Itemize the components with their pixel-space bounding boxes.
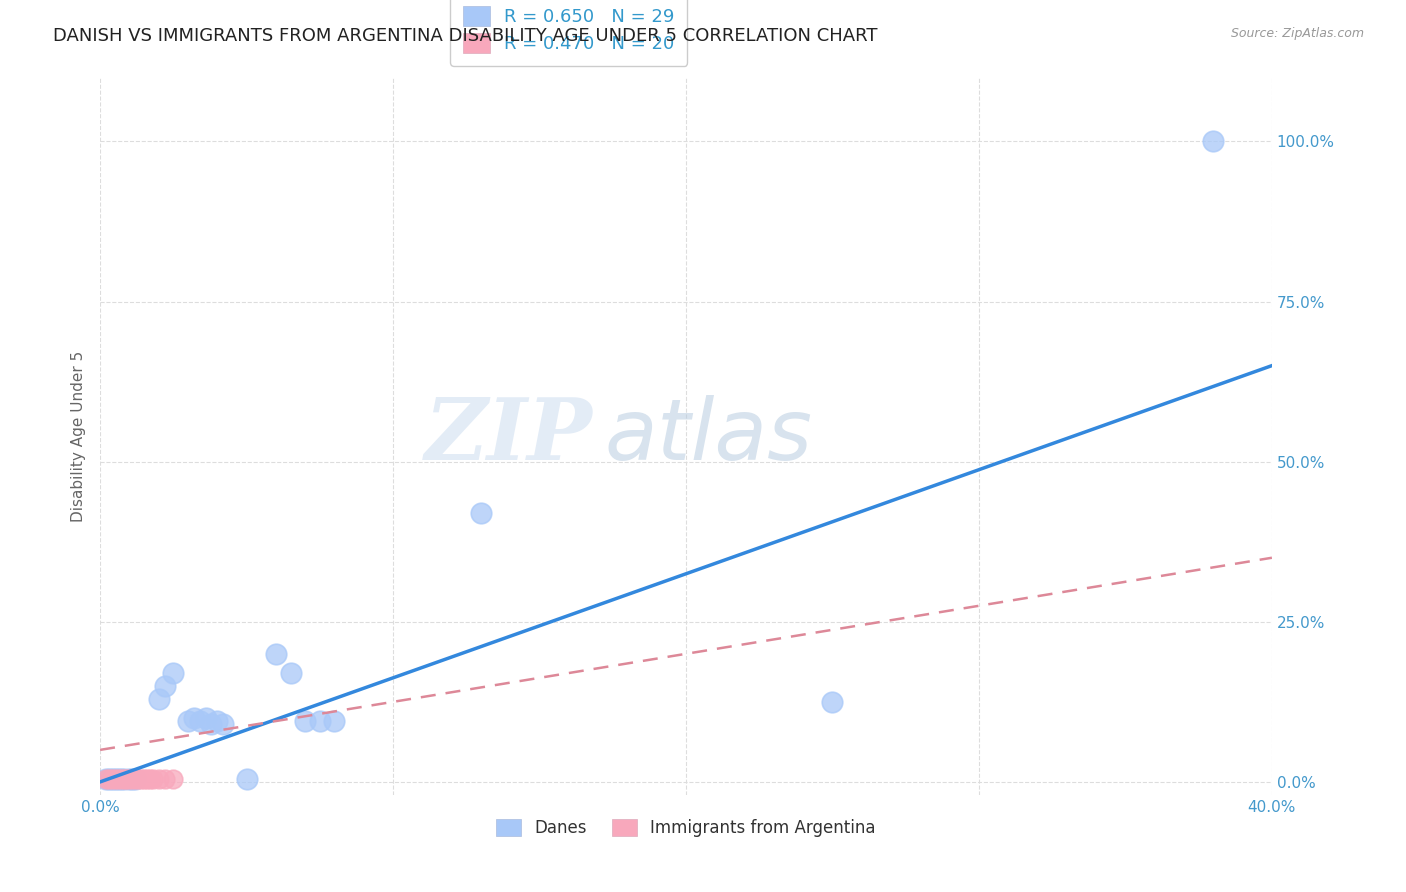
Point — [101, 772, 124, 786]
Point — [308, 714, 330, 728]
Point — [177, 714, 200, 728]
Point — [162, 666, 184, 681]
Point — [112, 772, 135, 786]
Text: Source: ZipAtlas.com: Source: ZipAtlas.com — [1230, 27, 1364, 40]
Point — [132, 772, 155, 786]
Point — [207, 714, 229, 728]
Point — [153, 772, 176, 786]
Point — [97, 772, 120, 786]
Point — [470, 506, 492, 520]
Point — [139, 772, 162, 786]
Point — [97, 772, 120, 786]
Point — [115, 772, 138, 786]
Point — [129, 772, 152, 786]
Point — [118, 772, 141, 786]
Point — [104, 772, 127, 786]
Text: DANISH VS IMMIGRANTS FROM ARGENTINA DISABILITY AGE UNDER 5 CORRELATION CHART: DANISH VS IMMIGRANTS FROM ARGENTINA DISA… — [53, 27, 877, 45]
Point — [107, 772, 129, 786]
Point — [821, 695, 844, 709]
Point — [200, 717, 222, 731]
Point — [183, 711, 205, 725]
Point — [142, 772, 165, 786]
Point — [104, 772, 127, 786]
Point — [294, 714, 316, 728]
Point — [94, 772, 117, 786]
Legend: Danes, Immigrants from Argentina: Danes, Immigrants from Argentina — [489, 813, 883, 844]
Point — [121, 772, 143, 786]
Point — [1202, 135, 1225, 149]
Point — [110, 772, 132, 786]
Point — [148, 691, 170, 706]
Y-axis label: Disability Age Under 5: Disability Age Under 5 — [72, 351, 86, 522]
Point — [124, 772, 146, 786]
Point — [107, 772, 129, 786]
Point — [121, 772, 143, 786]
Point — [94, 772, 117, 786]
Point — [194, 711, 217, 725]
Point — [162, 772, 184, 786]
Point — [118, 772, 141, 786]
Point — [188, 714, 211, 728]
Text: atlas: atlas — [605, 394, 813, 477]
Point — [124, 772, 146, 786]
Point — [112, 772, 135, 786]
Point — [136, 772, 159, 786]
Point — [235, 772, 257, 786]
Point — [212, 717, 235, 731]
Point — [127, 772, 149, 786]
Text: ZIP: ZIP — [425, 394, 592, 478]
Point — [153, 679, 176, 693]
Point — [323, 714, 346, 728]
Point — [110, 772, 132, 786]
Point — [280, 666, 302, 681]
Point — [101, 772, 124, 786]
Point — [264, 647, 287, 661]
Point — [148, 772, 170, 786]
